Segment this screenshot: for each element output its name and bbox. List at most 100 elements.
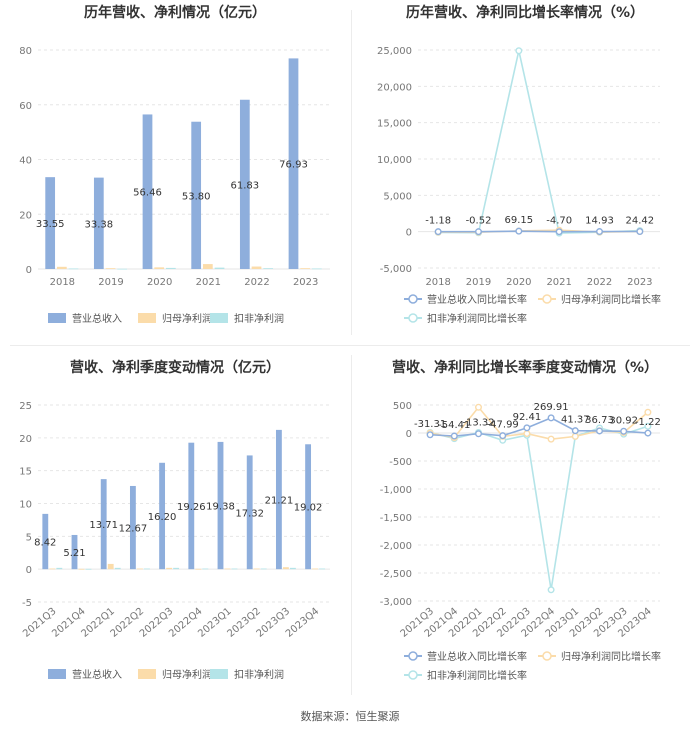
line-value-label: -31.31 — [414, 419, 446, 430]
y-tick-label: 5,000 — [383, 191, 412, 202]
legend-label: 扣非净利润同比增长率 — [427, 669, 527, 682]
series-point — [475, 430, 483, 438]
bar — [289, 567, 296, 570]
series-point — [434, 228, 442, 236]
y-tick-label: 5 — [26, 532, 32, 543]
legend-swatch — [210, 669, 228, 679]
bar — [319, 568, 326, 570]
y-tick-label: -2,500 — [380, 569, 412, 580]
bar — [49, 568, 56, 570]
legend-swatch — [210, 313, 228, 323]
bar — [311, 268, 322, 270]
bar — [85, 568, 92, 570]
bar — [93, 177, 104, 269]
bar — [143, 568, 150, 570]
legend-label: 归母净利润 — [162, 668, 212, 681]
bar — [300, 268, 311, 269]
legend-swatch — [138, 313, 156, 323]
line-value-label: -1.18 — [425, 216, 451, 227]
y-tick-label: 80 — [19, 46, 32, 57]
chart-title-1: 历年营收、净利情况（亿元） — [84, 4, 266, 21]
legend-swatch — [48, 669, 66, 679]
bar — [117, 268, 128, 270]
line-value-label: 269.91 — [534, 402, 569, 413]
bar — [312, 568, 319, 570]
series-point — [644, 422, 652, 430]
bar-value-label: 19.38 — [206, 502, 235, 513]
legend-swatch-marker — [408, 651, 418, 661]
bar-value-label: 33.38 — [85, 219, 114, 230]
bar-value-label: 21.21 — [265, 496, 294, 507]
series-point — [555, 228, 563, 236]
y-tick-label: -500 — [389, 457, 412, 468]
series-point — [620, 427, 628, 435]
series-point — [499, 432, 507, 440]
legend-swatch — [138, 669, 156, 679]
bar — [165, 267, 176, 269]
bar — [239, 99, 250, 269]
y-tick-label: 40 — [19, 156, 32, 167]
bar — [263, 268, 274, 269]
legend-swatch — [48, 313, 66, 323]
y-tick-label: -1,000 — [380, 485, 412, 496]
bar — [68, 268, 79, 270]
bar — [202, 568, 209, 570]
bar-value-label: 13.71 — [89, 520, 118, 531]
bar — [305, 444, 312, 570]
bar — [100, 479, 107, 570]
bar — [71, 534, 78, 570]
y-tick-label: -5 — [22, 598, 32, 609]
legend-label: 营业总收入 — [72, 312, 122, 325]
y-tick-label: 500 — [393, 401, 412, 412]
bar — [282, 567, 289, 570]
bar — [253, 568, 260, 570]
bar-value-label: 12.67 — [119, 524, 148, 535]
legend-swatch-marker — [408, 294, 418, 304]
bar — [78, 568, 85, 570]
bar — [214, 267, 225, 269]
line-value-label: -54.41 — [438, 420, 470, 431]
bar — [56, 266, 67, 269]
bar — [217, 441, 224, 570]
bar-value-label: 19.02 — [294, 503, 323, 514]
bar-value-label: 5.21 — [63, 548, 85, 559]
bar-value-label: 33.55 — [36, 219, 65, 230]
bar-value-label: 61.83 — [231, 180, 260, 191]
x-tick-label: 2021 — [546, 277, 571, 288]
x-tick-label: 2021 — [196, 277, 221, 288]
bar-value-label: 8.42 — [34, 538, 56, 549]
series-point — [571, 427, 579, 435]
bar — [45, 177, 56, 269]
bar — [288, 58, 299, 269]
legend-swatch-marker — [542, 294, 552, 304]
y-tick-label: 10,000 — [377, 155, 412, 166]
bar — [159, 462, 166, 570]
y-tick-label: 60 — [19, 101, 32, 112]
line-value-label: 41.37 — [561, 415, 590, 426]
chart-title-2: 历年营收、净利同比增长率情况（%） — [406, 4, 644, 21]
y-tick-label: 20,000 — [377, 82, 412, 93]
bar-value-label: 53.80 — [182, 191, 211, 202]
bar-value-label: 16.20 — [148, 512, 177, 523]
series-point — [547, 435, 555, 443]
x-tick-label: 2019 — [98, 277, 123, 288]
bar — [195, 568, 202, 570]
y-tick-label: -3,000 — [380, 597, 412, 608]
legend-label: 扣非净利润 — [234, 312, 284, 325]
legend-label: 扣非净利润 — [234, 668, 284, 681]
bar — [246, 455, 253, 570]
series-line — [438, 230, 640, 233]
series-point — [523, 430, 531, 438]
series-point — [426, 431, 434, 439]
legend-label: 营业总收入同比增长率 — [427, 650, 527, 663]
bar — [251, 266, 262, 269]
y-tick-label: 15 — [19, 467, 32, 478]
chart-title-4: 营收、净利同比增长率季度变动情况（%） — [392, 359, 658, 376]
legend-label: 营业总收入 — [72, 668, 122, 681]
line-value-label: 36.73 — [585, 415, 614, 426]
y-tick-label: 25 — [19, 401, 32, 412]
legend-swatch-marker — [408, 670, 418, 680]
line-value-label: -47.99 — [487, 420, 519, 431]
series-line — [438, 50, 640, 234]
y-tick-label: 15,000 — [377, 119, 412, 130]
